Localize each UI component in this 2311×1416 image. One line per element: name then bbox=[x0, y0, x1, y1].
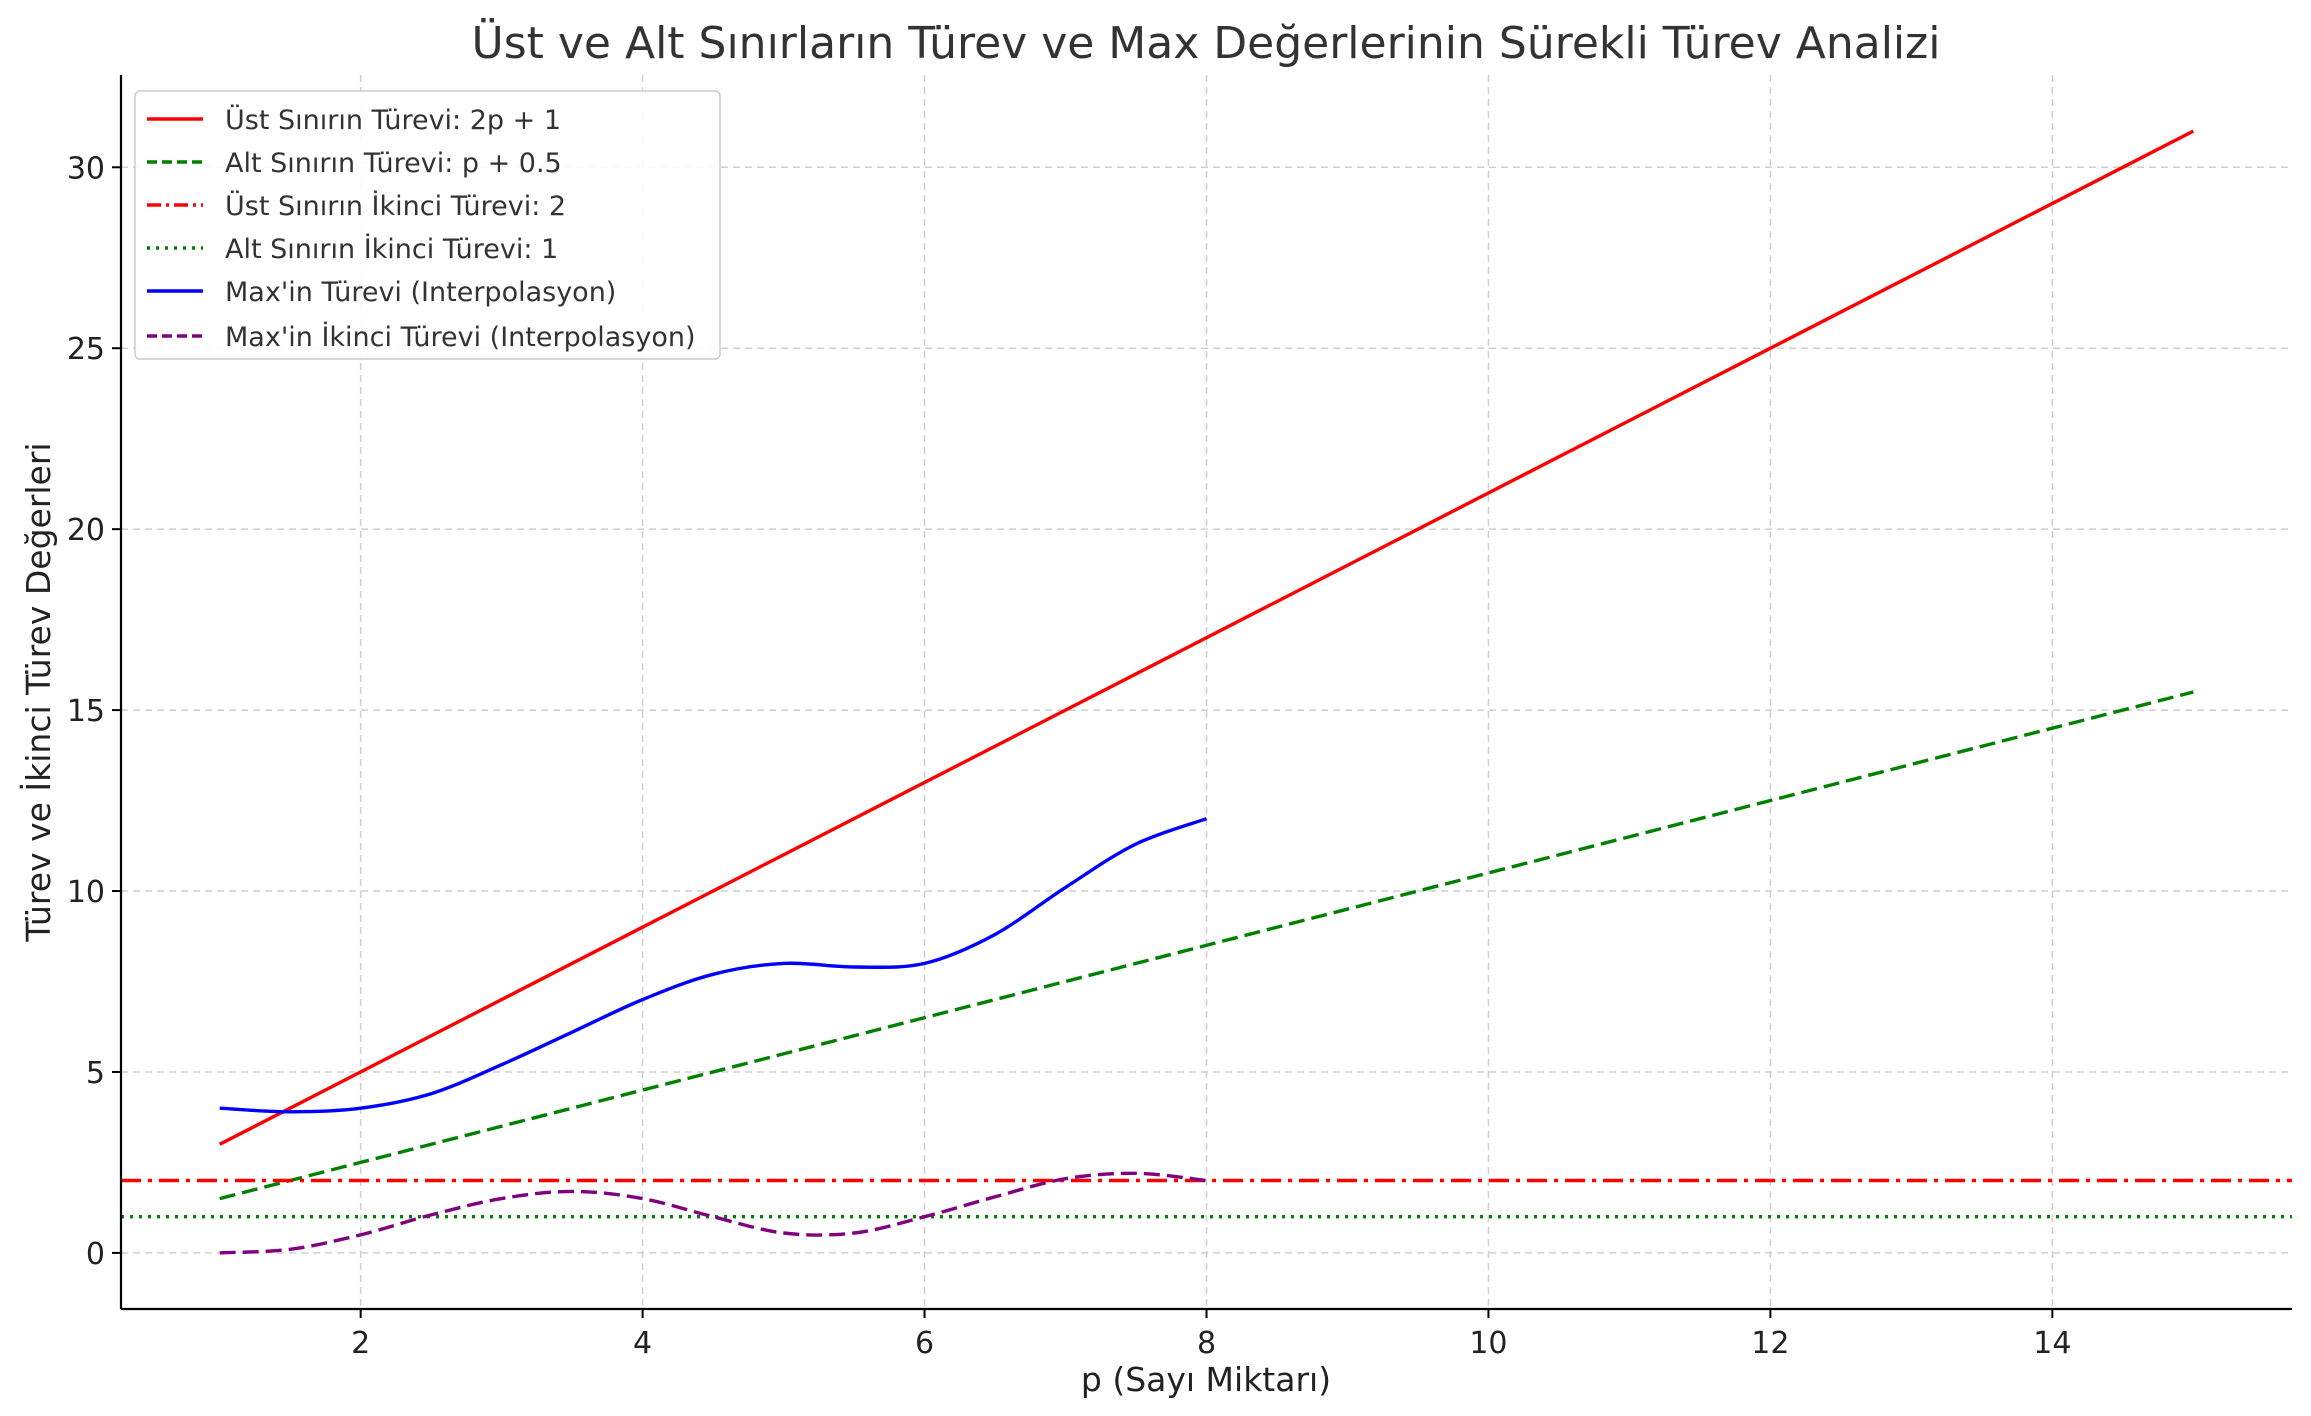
x-tick-label: 8 bbox=[1197, 1326, 1216, 1361]
y-tick-label: 30 bbox=[67, 151, 105, 186]
legend-label-4: Alt Sınırın İkinci Türevi: 1 bbox=[225, 233, 558, 265]
x-tick-label: 12 bbox=[1751, 1326, 1789, 1361]
legend: Üst Sınırın Türevi: 2p + 1 Alt Sınırın Tü… bbox=[134, 90, 721, 360]
x-ticks: 2 4 6 8 10 12 14 bbox=[351, 1309, 2071, 1361]
x-tick-label: 10 bbox=[1469, 1326, 1507, 1361]
y-tick-label: 0 bbox=[86, 1237, 105, 1272]
legend-label-3: Üst Sınırın İkinci Türevi: 2 bbox=[225, 190, 566, 222]
legend-box bbox=[134, 90, 721, 360]
y-ticks: 0 5 10 15 20 25 30 bbox=[67, 151, 121, 1272]
series-line-5 bbox=[219, 817, 1208, 1114]
y-tick-label: 25 bbox=[67, 332, 105, 367]
series-line-2 bbox=[219, 690, 2194, 1201]
y-tick-label: 5 bbox=[86, 1056, 105, 1091]
y-axis-label: Türev ve İkinci Türev Değerleri bbox=[19, 442, 58, 942]
y-tick-label: 10 bbox=[67, 875, 105, 910]
legend-label-6: Max'in İkinci Türevi (Interpolasyon) bbox=[225, 321, 695, 353]
legend-label-2: Alt Sınırın Türevi: p + 0.5 bbox=[225, 148, 562, 179]
legend-label-5: Max'in Türevi (Interpolasyon) bbox=[225, 277, 616, 308]
y-tick-label: 15 bbox=[67, 694, 105, 729]
x-axis-label: p (Sayı Miktarı) bbox=[1081, 1360, 1331, 1399]
series-line-1 bbox=[218, 129, 2195, 1146]
plot-series bbox=[121, 129, 2292, 1255]
x-tick-label: 2 bbox=[351, 1326, 370, 1361]
series-line-6 bbox=[219, 1171, 1207, 1255]
x-tick-label: 4 bbox=[633, 1326, 652, 1361]
x-tick-label: 14 bbox=[2033, 1326, 2071, 1361]
legend-label-1: Üst Sınırın Türevi: 2p + 1 bbox=[225, 104, 561, 136]
chart-title: Üst ve Alt Sınırların Türev ve Max Değer… bbox=[472, 17, 1941, 69]
x-tick-label: 6 bbox=[915, 1326, 934, 1361]
y-tick-label: 20 bbox=[67, 513, 105, 548]
